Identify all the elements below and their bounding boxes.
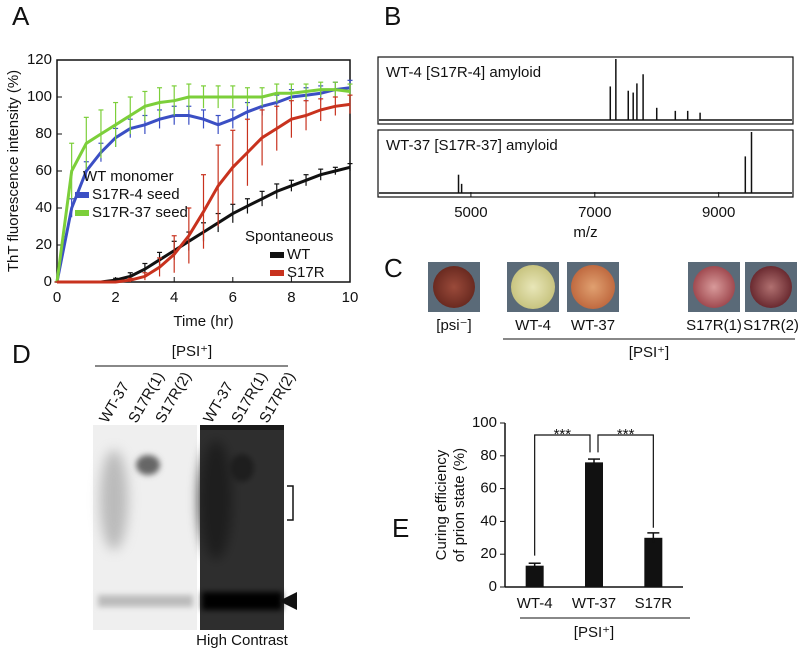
y-tick-label: 80 (480, 447, 497, 464)
x-axis-label: Time (hr) (173, 313, 233, 330)
panel-letter: E (392, 513, 409, 543)
x-tick-label: WT-37 (572, 595, 616, 612)
significance-bracket (534, 434, 591, 556)
y-tick-label: 20 (35, 236, 52, 253)
x-tick-label: 7000 (578, 204, 611, 221)
panel-letter: B (384, 1, 401, 31)
x-tick-label: 5000 (454, 204, 487, 221)
x-tick-label: 0 (53, 289, 61, 306)
y-tick-label: 20 (480, 545, 497, 562)
colony-label: S17R(1) (686, 317, 742, 334)
y-tick-label: 0 (44, 273, 52, 290)
y-tick-label: 0 (489, 578, 497, 595)
y-tick-label: 40 (35, 199, 52, 216)
y-axis-label: of prion state (%) (451, 448, 468, 562)
bar (585, 462, 603, 587)
spectrum-label: WT-37 [S17R-37] amyloid (386, 137, 558, 154)
legend-label: WT (287, 246, 310, 263)
gel-images (93, 425, 297, 630)
colony-label: WT-37 (571, 317, 615, 334)
colony-label: WT-4 (515, 317, 551, 334)
y-tick-label: 60 (35, 162, 52, 179)
significance: *** (617, 426, 635, 443)
legend-title: WT monomer (83, 168, 174, 185)
x-tick-label: WT-4 (517, 595, 553, 612)
group-label: [PSI⁺] (629, 344, 669, 361)
spectrum-label: WT-4 [S17R-4] amyloid (386, 64, 541, 81)
bar (644, 537, 663, 587)
y-tick-label: 100 (472, 414, 497, 431)
group-label: [PSI⁺] (574, 624, 614, 641)
colony-label: [psi⁻] (436, 317, 471, 334)
significance: *** (554, 426, 572, 443)
y-tick-label: 120 (27, 51, 52, 68)
x-tick-label: 2 (111, 289, 119, 306)
series-line (55, 86, 351, 283)
x-tick-label: 8 (287, 289, 295, 306)
colony-label: S17R(2) (743, 317, 799, 334)
panel-letter: C (384, 253, 403, 283)
legend-label: S17R-4 seed (92, 186, 180, 203)
y-tick-label: 60 (480, 480, 497, 497)
x-tick-label: 10 (342, 289, 359, 306)
legend-title: Spontaneous (245, 228, 333, 245)
y-axis-label: Curing efficiency (433, 449, 450, 560)
legend-label: S17R-37 seed (92, 204, 188, 221)
panel-letter: A (12, 1, 30, 31)
y-axis-label: ThT fluorescence intensity (%) (5, 70, 22, 272)
series-line (57, 102, 351, 284)
spectrum-frame (377, 129, 794, 198)
y-tick-label: 100 (27, 88, 52, 105)
y-tick-label: 40 (480, 512, 497, 529)
bar (525, 565, 544, 587)
legend-label: S17R (287, 264, 325, 281)
series-line (55, 88, 351, 283)
x-tick-label: 6 (229, 289, 237, 306)
y-tick-label: 80 (35, 125, 52, 142)
panel-letter: D (12, 339, 31, 369)
x-tick-label: S17R (635, 595, 673, 612)
group-label: [PSI⁺] (172, 343, 212, 360)
contrast-label: High Contrast (196, 632, 289, 649)
spectrum-frame (377, 56, 794, 125)
x-axis-label: m/z (573, 224, 597, 241)
colony-plates (428, 262, 797, 312)
x-tick-label: 4 (170, 289, 178, 306)
x-tick-label: 9000 (702, 204, 735, 221)
significance-bracket (597, 434, 654, 528)
